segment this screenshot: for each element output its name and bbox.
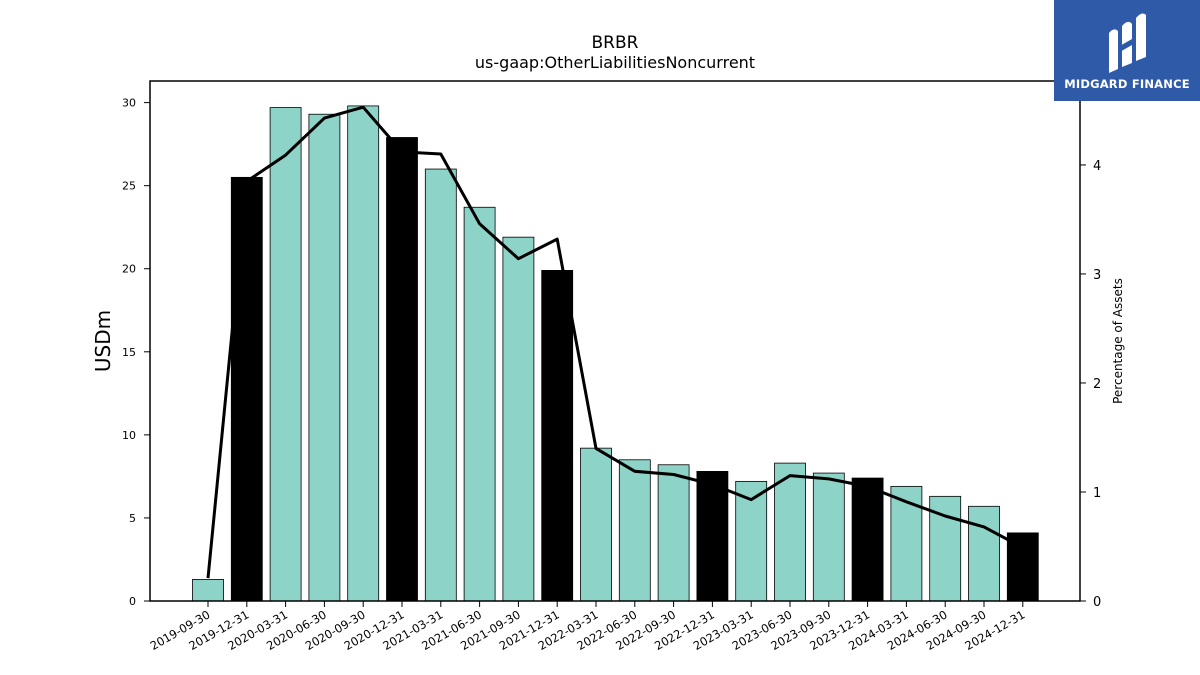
- bars-group: [192, 105, 1039, 602]
- bar-2022-06-30: [618, 459, 651, 602]
- x-axis: 2019-09-302019-12-312020-03-312020-06-30…: [148, 601, 1027, 653]
- percentage-line: [206, 105, 1024, 579]
- bar-2020-12-31: [386, 137, 418, 602]
- y2-tick-label: 1: [1093, 486, 1101, 501]
- y-axis: 0 5 10 15 20 25 30: [122, 97, 150, 608]
- bar-2023-03-31: [735, 480, 768, 602]
- bar-2019-12-31: [230, 176, 263, 602]
- bar-2021-12-31: [541, 269, 574, 602]
- y-tick-label: 30: [122, 97, 136, 110]
- y2-tick-label: 4: [1093, 159, 1101, 174]
- y2-tick-label: 2: [1093, 377, 1101, 392]
- brand-logo: MIDGARD FINANCE: [1054, 0, 1200, 101]
- bar-2024-03-31: [890, 485, 923, 602]
- y-tick-label: 15: [122, 346, 136, 359]
- y-tick-label: 5: [129, 512, 136, 525]
- bar-2021-03-31: [424, 168, 457, 602]
- bar-2023-12-31: [851, 477, 884, 602]
- chart-subtitle: us-gaap:OtherLiabilitiesNoncurrent: [475, 53, 755, 72]
- y2-tick-label: 3: [1093, 268, 1101, 283]
- bar-2024-09-30: [968, 505, 1000, 602]
- y2-tick-label: 0: [1093, 595, 1101, 610]
- bar-2022-12-31: [696, 471, 729, 602]
- bar-2022-09-30: [657, 464, 690, 602]
- bar-2023-06-30: [774, 462, 806, 602]
- y-tick-label: 0: [129, 595, 136, 608]
- y-tick-label: 10: [122, 429, 136, 442]
- chart-title: BRBR: [592, 33, 639, 53]
- bar-2024-12-31: [1006, 532, 1039, 602]
- bar-2022-03-31: [580, 447, 612, 602]
- bar-2019-09-30: [192, 579, 224, 602]
- y2-axis: 0 1 2 3 4: [1080, 159, 1101, 610]
- bar-2020-03-31: [269, 107, 302, 602]
- bar-2021-09-30: [502, 236, 535, 602]
- midgard-logo-icon: [1109, 13, 1146, 73]
- y-tick-label: 25: [122, 180, 136, 193]
- y2-axis-label: Percentage of Assets: [1111, 278, 1125, 404]
- brand-name: MIDGARD FINANCE: [1064, 76, 1190, 91]
- y-tick-label: 20: [122, 263, 136, 276]
- bar-2021-06-30: [463, 206, 496, 602]
- y-axis-label: USDm: [91, 310, 115, 372]
- plot-frame: [149, 80, 1081, 602]
- bar-2020-09-30: [347, 105, 380, 602]
- bar-2023-09-30: [812, 472, 845, 602]
- bar-2020-06-30: [308, 113, 341, 602]
